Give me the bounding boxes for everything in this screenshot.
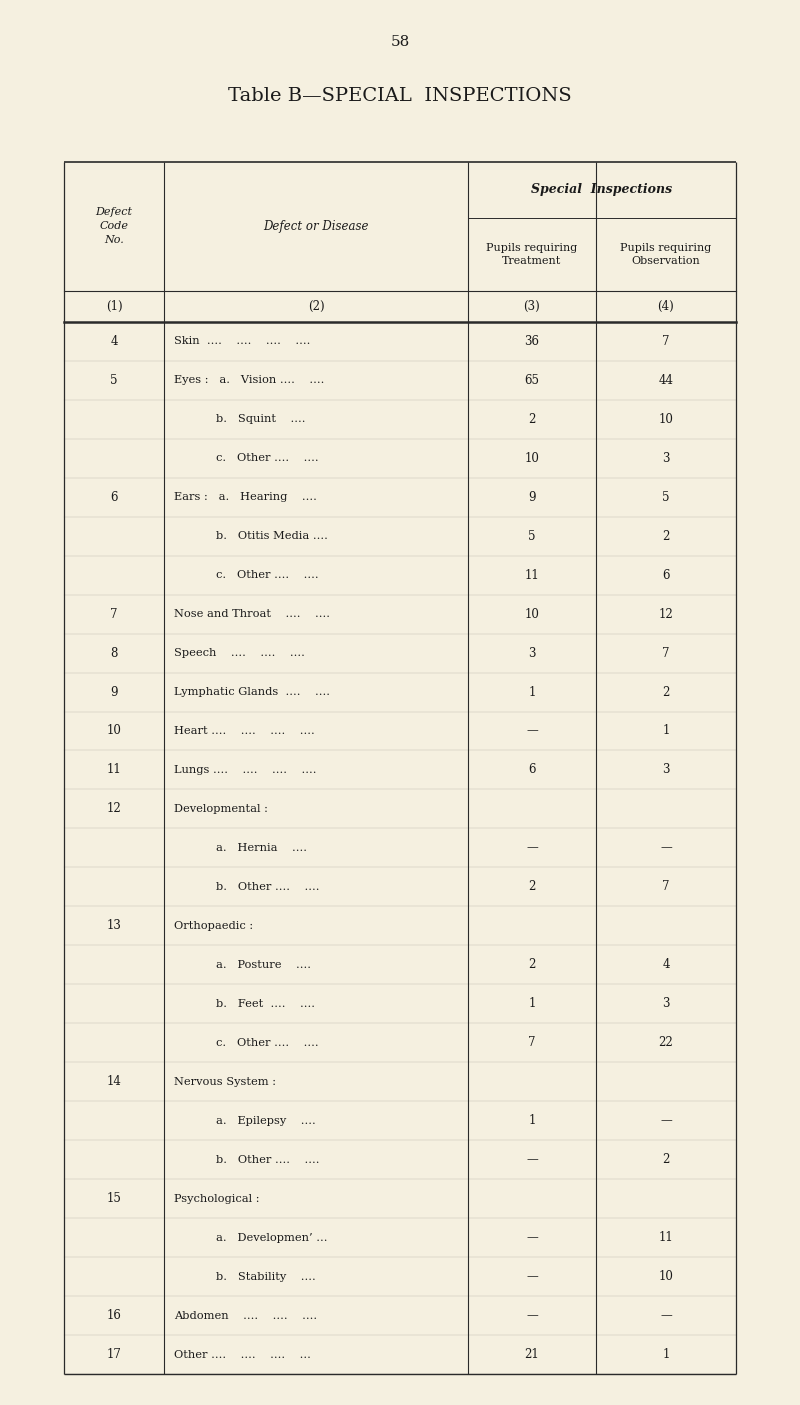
Text: Skin  ....    ....    ....    ....: Skin .... .... .... .... [174, 336, 310, 346]
Text: b.   Other ....    ....: b. Other .... .... [216, 882, 319, 892]
Text: 13: 13 [106, 919, 122, 933]
Text: 5: 5 [662, 490, 670, 503]
Text: 6: 6 [110, 490, 118, 503]
Text: —: — [526, 1309, 538, 1322]
Text: Psychological :: Psychological : [174, 1194, 259, 1204]
Text: 2: 2 [662, 530, 670, 542]
Text: 10: 10 [658, 1270, 674, 1283]
Text: Lymphatic Glands  ....    ....: Lymphatic Glands .... .... [174, 687, 330, 697]
Text: (2): (2) [308, 299, 324, 313]
Text: a.   Hernia    ....: a. Hernia .... [216, 843, 307, 853]
Text: 4: 4 [662, 958, 670, 971]
Text: 8: 8 [110, 646, 118, 659]
Text: 12: 12 [106, 802, 122, 815]
Text: Eyes :   a.   Vision ....    ....: Eyes : a. Vision .... .... [174, 375, 324, 385]
Text: 5: 5 [110, 374, 118, 386]
Text: 16: 16 [106, 1309, 122, 1322]
Text: (3): (3) [524, 299, 540, 313]
Text: —: — [660, 842, 672, 854]
Text: —: — [526, 842, 538, 854]
Text: b.   Otitis Media ....: b. Otitis Media .... [216, 531, 328, 541]
Text: a.   Epilepsy    ....: a. Epilepsy .... [216, 1116, 316, 1125]
Text: 6: 6 [662, 569, 670, 582]
Text: b.   Squint    ....: b. Squint .... [216, 414, 306, 424]
Text: —: — [526, 725, 538, 738]
Text: Other ....    ....    ....    ...: Other .... .... .... ... [174, 1350, 310, 1360]
Text: 7: 7 [662, 881, 670, 894]
Text: 2: 2 [528, 881, 536, 894]
Text: Special  Inspections: Special Inspections [531, 183, 673, 197]
Text: 2: 2 [662, 1154, 670, 1166]
Text: 58: 58 [390, 35, 410, 49]
Text: Pupils requiring
Treatment: Pupils requiring Treatment [486, 243, 578, 266]
Text: 1: 1 [662, 1349, 670, 1361]
Text: a.   Posture    ....: a. Posture .... [216, 960, 311, 969]
Text: 7: 7 [110, 607, 118, 621]
Text: 3: 3 [662, 998, 670, 1010]
Text: 2: 2 [528, 413, 536, 426]
Text: b.   Other ....    ....: b. Other .... .... [216, 1155, 319, 1165]
Text: 1: 1 [528, 998, 536, 1010]
Text: 21: 21 [525, 1349, 539, 1361]
Text: 44: 44 [658, 374, 674, 386]
Text: 10: 10 [106, 725, 122, 738]
Text: b.   Stability    ....: b. Stability .... [216, 1272, 316, 1281]
Text: 1: 1 [662, 725, 670, 738]
Text: 22: 22 [658, 1037, 674, 1050]
Text: 65: 65 [525, 374, 539, 386]
Text: 15: 15 [106, 1193, 122, 1205]
Text: Ears :   a.   Hearing    ....: Ears : a. Hearing .... [174, 492, 317, 502]
Text: a.   Developmen’ ...: a. Developmen’ ... [216, 1232, 327, 1242]
Text: Pupils requiring
Observation: Pupils requiring Observation [620, 243, 712, 266]
Text: 10: 10 [658, 413, 674, 426]
Text: —: — [526, 1270, 538, 1283]
Text: 11: 11 [525, 569, 539, 582]
Text: Abdomen    ....    ....    ....: Abdomen .... .... .... [174, 1311, 317, 1321]
Text: Defect or Disease: Defect or Disease [263, 219, 369, 233]
Text: c.   Other ....    ....: c. Other .... .... [216, 454, 318, 464]
Text: Nose and Throat    ....    ....: Nose and Throat .... .... [174, 608, 330, 620]
Text: 5: 5 [528, 530, 536, 542]
Text: 14: 14 [106, 1075, 122, 1089]
Text: —: — [660, 1309, 672, 1322]
Text: 7: 7 [662, 646, 670, 659]
Text: 9: 9 [110, 686, 118, 698]
Text: 3: 3 [528, 646, 536, 659]
Text: 7: 7 [662, 334, 670, 347]
Text: 2: 2 [662, 686, 670, 698]
Text: Speech    ....    ....    ....: Speech .... .... .... [174, 648, 305, 658]
Text: 3: 3 [662, 763, 670, 777]
Text: 4: 4 [110, 334, 118, 347]
Text: 11: 11 [106, 763, 122, 777]
Text: —: — [526, 1154, 538, 1166]
Text: c.   Other ....    ....: c. Other .... .... [216, 1038, 318, 1048]
Text: Heart ....    ....    ....    ....: Heart .... .... .... .... [174, 726, 314, 736]
Text: 10: 10 [525, 607, 539, 621]
Text: 12: 12 [658, 607, 674, 621]
Text: —: — [526, 1231, 538, 1245]
Text: 7: 7 [528, 1037, 536, 1050]
Text: b.   Feet  ....    ....: b. Feet .... .... [216, 999, 315, 1009]
Text: Table B—SPECIAL  INSPECTIONS: Table B—SPECIAL INSPECTIONS [228, 87, 572, 105]
Text: 17: 17 [106, 1349, 122, 1361]
Text: Developmental :: Developmental : [174, 804, 267, 813]
Text: c.   Other ....    ....: c. Other .... .... [216, 570, 318, 580]
Text: (1): (1) [106, 299, 122, 313]
Text: 36: 36 [525, 334, 539, 347]
Text: 2: 2 [528, 958, 536, 971]
Text: Orthopaedic :: Orthopaedic : [174, 920, 253, 932]
Text: (4): (4) [658, 299, 674, 313]
Text: 6: 6 [528, 763, 536, 777]
Text: 9: 9 [528, 490, 536, 503]
Text: 1: 1 [528, 686, 536, 698]
Text: Defect
Code
No.: Defect Code No. [95, 207, 133, 246]
Text: Nervous System :: Nervous System : [174, 1076, 275, 1087]
Text: 11: 11 [658, 1231, 674, 1245]
Text: 1: 1 [528, 1114, 536, 1127]
Text: 10: 10 [525, 451, 539, 465]
Text: Lungs ....    ....    ....    ....: Lungs .... .... .... .... [174, 764, 316, 776]
Text: 3: 3 [662, 451, 670, 465]
Text: —: — [660, 1114, 672, 1127]
